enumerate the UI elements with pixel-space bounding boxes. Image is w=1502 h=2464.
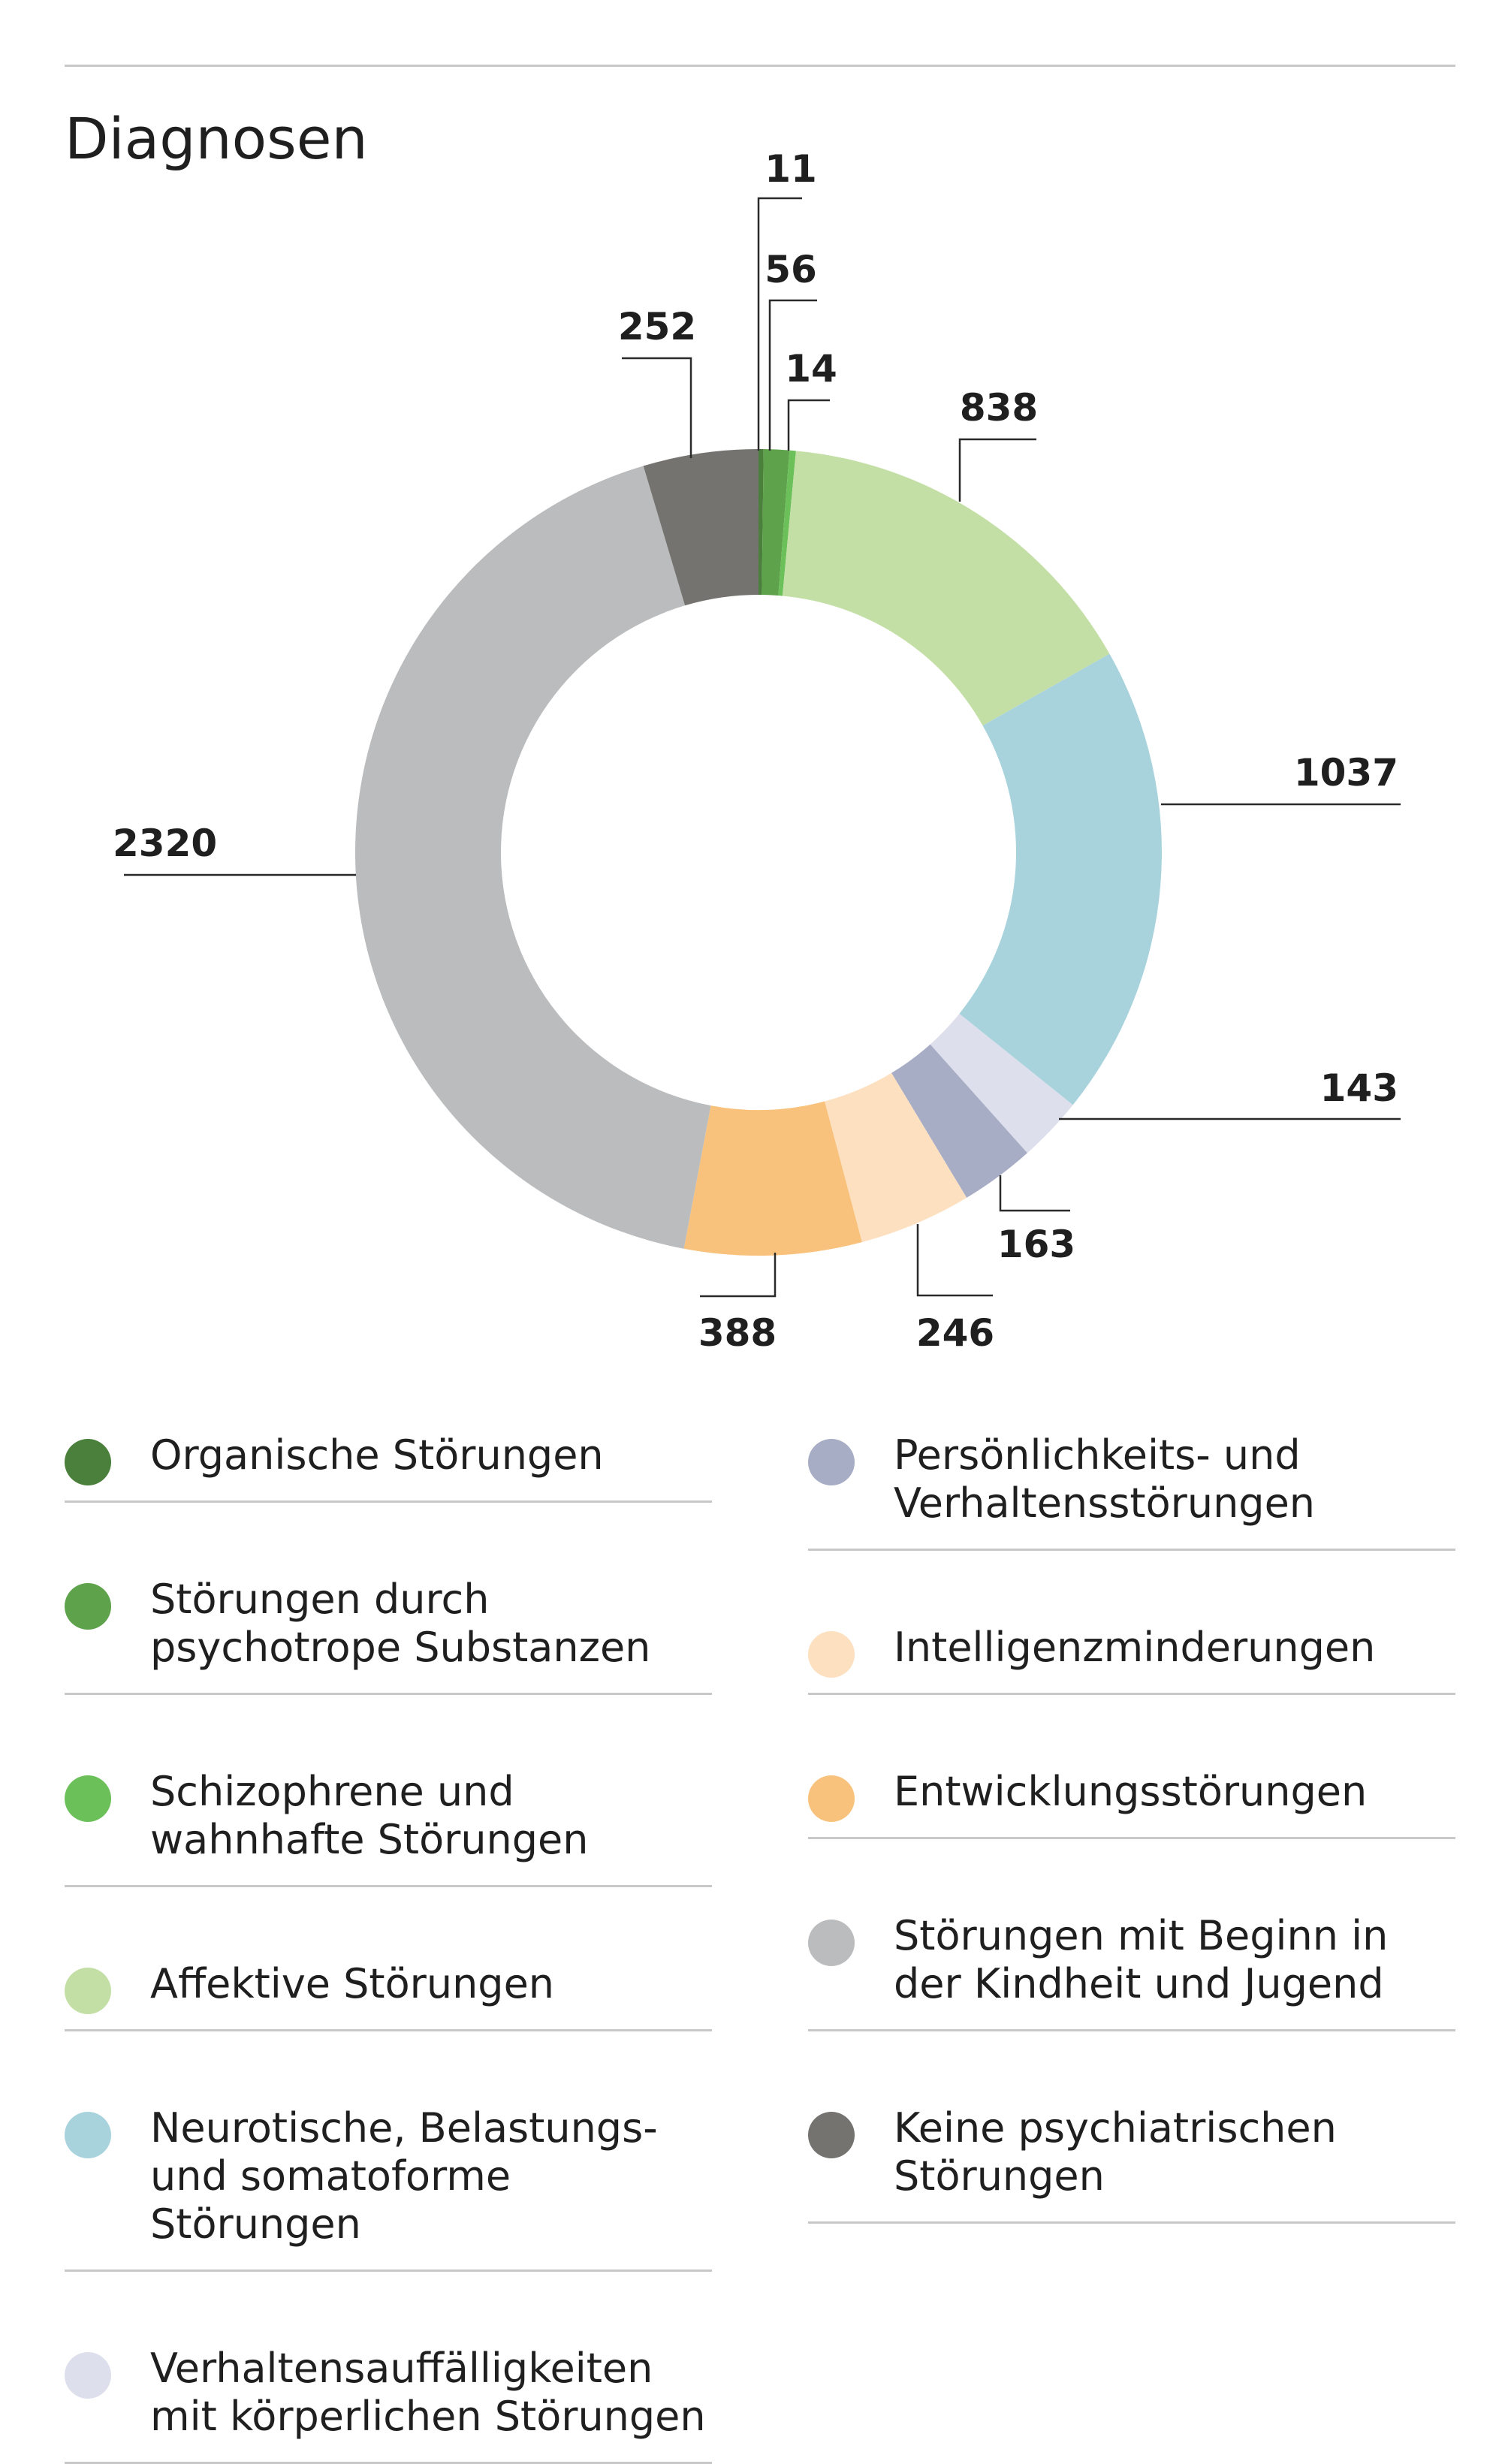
data-label-organische-störungen: 11 [765, 147, 817, 191]
legend-swatch [65, 1439, 111, 1485]
data-label-schizophrene-und-wahnhafte-störungen: 14 [785, 347, 837, 391]
data-label-keine-psychiatrischen-störungen: 252 [618, 305, 696, 348]
leader-line-affektive-störungen [958, 438, 1036, 502]
legend-label: Persönlichkeits- und Verhaltensstörungen [894, 1431, 1316, 1527]
donut-slice-persönlichkeits-und-verhaltensstörungen [891, 1044, 1027, 1198]
data-label-affektive-störungen: 838 [960, 386, 1038, 430]
data-label-störungen-mit-beginn-in-der-kindheit-und-jugend: 2320 [113, 822, 217, 865]
donut-slice-organische-störungen [759, 449, 764, 596]
legend-swatch [808, 2112, 855, 2158]
legend-label: Störungen durch psychotrope Substanzen [150, 1576, 651, 1671]
legend-label: Affektive Störungen [150, 1960, 555, 2007]
legend-label: Organische Störungen [150, 1431, 604, 1479]
donut-slice-störungen-durch-psychotrope-substanzen [762, 449, 790, 596]
legend-divider [808, 1549, 1455, 1551]
data-label-entwicklungsstörungen: 388 [698, 1311, 777, 1355]
data-label-verhaltensauffälligkeiten-mit-körperlichen-störungen: 143 [1320, 1066, 1398, 1110]
legend-divider [65, 1693, 712, 1695]
legend-swatch [808, 1775, 855, 1822]
top-rule [65, 65, 1455, 67]
legend-swatch [65, 1775, 111, 1822]
legend-label: Intelligenzminderungen [894, 1624, 1376, 1671]
legend-divider [65, 1885, 712, 1887]
data-label-störungen-durch-psychotrope-substanzen: 56 [765, 248, 817, 291]
donut-slice-verhaltensauffälligkeiten-mit-körperlichen-störungen [930, 1013, 1073, 1154]
leader-line-entwicklungsstörungen [700, 1253, 777, 1298]
legend-swatch [65, 2112, 111, 2158]
leader-line-keine-psychiatrischen-störungen [622, 357, 692, 458]
legend-label: Neurotische, Belastungs- und somatoforme… [150, 2104, 658, 2248]
data-label-neurotische-belastungs-und-somatoforme-störungen: 1037 [1294, 751, 1398, 795]
legend-swatch [808, 1920, 855, 1966]
legend-swatch [65, 2352, 111, 2399]
legend-label: Entwicklungsstörungen [894, 1768, 1368, 1815]
legend-divider [808, 1837, 1455, 1839]
legend-divider [65, 1500, 712, 1503]
leader-line-organische-störungen [757, 197, 802, 451]
donut-slice-keine-psychiatrischen-störungen [643, 449, 759, 606]
legend-label: Verhaltensauffälligkeiten mit körperlich… [150, 2345, 706, 2440]
legend-divider [65, 2269, 712, 2272]
legend-swatch [65, 1968, 111, 2014]
donut-slice-affektive-störungen [782, 451, 1110, 726]
legend-label: Störungen mit Beginn in der Kindheit und… [894, 1912, 1389, 2007]
legend-divider [808, 2029, 1455, 2031]
donut-slice-schizophrene-und-wahnhafte-störungen [778, 450, 796, 596]
legend-divider [808, 2221, 1455, 2224]
donut-slice-neurotische-belastungs-und-somatoforme-störungen [959, 653, 1162, 1105]
donut-slice-intelligenzminderungen [825, 1072, 967, 1242]
legend-swatch [808, 1631, 855, 1678]
legend-label: Keine psychiatrischen Störungen [894, 2104, 1337, 2200]
data-label-intelligenzminderungen: 246 [916, 1311, 994, 1355]
donut-slice-entwicklungsstörungen [683, 1101, 862, 1256]
legend-divider [808, 1693, 1455, 1695]
leader-line-störungen-durch-psychotrope-substanzen [768, 299, 817, 451]
legend-swatch [65, 1583, 111, 1630]
page-title: Diagnosen [65, 105, 368, 172]
data-label-persönlichkeits-und-verhaltensstörungen: 163 [997, 1223, 1075, 1266]
legend-swatch [808, 1439, 855, 1485]
donut-slice-störungen-mit-beginn-in-der-kindheit-und-jugend [355, 466, 711, 1249]
legend-label: Schizophrene und wahnhafte Störungen [150, 1768, 589, 1863]
legend-divider [65, 2029, 712, 2031]
donut-chart: 11 56 14 838 1037 143 163 246 388 2320 252 [113, 147, 1401, 1355]
leader-line-intelligenzminderungen [916, 1224, 993, 1297]
leader-line-persönlichkeits-und-verhaltensstörungen [999, 1175, 1070, 1212]
leader-line-schizophrene-und-wahnhafte-störungen [787, 399, 830, 451]
